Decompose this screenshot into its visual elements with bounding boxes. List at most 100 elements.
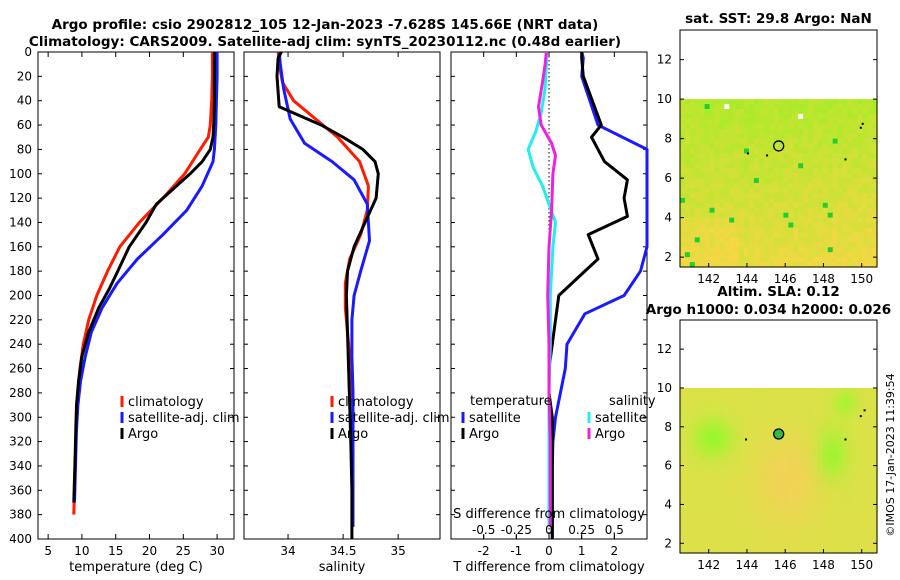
heatmap-cell [817, 128, 824, 135]
heatmap-cell [763, 242, 770, 248]
heatmap-cell [699, 217, 706, 224]
heatmap-cell [817, 143, 824, 150]
heatmap-cell [773, 514, 780, 520]
heatmap-cell [773, 446, 780, 452]
heatmap-cell [704, 197, 711, 204]
heatmap-cell [724, 407, 730, 413]
heatmap-cell [783, 538, 789, 544]
heatmap-cell [832, 460, 839, 467]
heatmap-cell [812, 455, 819, 462]
heatmap-cell [857, 480, 863, 486]
heatmap-cell [852, 407, 858, 413]
heatmap-cell [783, 523, 789, 530]
heatmap-cell [857, 252, 863, 258]
heatmap-cell [744, 523, 750, 530]
heatmap-cell [778, 168, 785, 174]
heatmap-cell [842, 232, 849, 238]
heatmap-cell [803, 118, 809, 125]
heatmap-cell [744, 232, 750, 238]
heatmap-cell [748, 237, 755, 243]
heatmap-cell [699, 207, 706, 214]
heatmap-cell [862, 402, 868, 408]
heatmap-cell [847, 222, 853, 229]
heatmap-cell [744, 109, 750, 115]
heatmap-cell [714, 441, 720, 447]
heatmap-cell [719, 402, 725, 408]
heatmap-cell [837, 197, 844, 204]
heatmap-cell [788, 262, 794, 268]
heatmap-cell [714, 387, 720, 394]
heatmap-cell [832, 247, 839, 253]
heatmap-cell [748, 183, 755, 189]
heatmap-cell [773, 242, 780, 248]
heatmap-cell [798, 178, 804, 184]
heatmap-cell [778, 227, 785, 234]
heatmap-cell [724, 392, 730, 399]
heatmap-cell [837, 222, 844, 229]
heatmap-cell [867, 197, 873, 204]
heatmap-cell [724, 431, 730, 438]
heatmap-cell [714, 446, 720, 452]
heatmap-cell [734, 499, 740, 506]
heatmap-cell [714, 426, 720, 433]
heatmap-cell [872, 202, 878, 209]
heatmap-cell [768, 509, 775, 515]
heatmap-cell [827, 533, 834, 540]
heatmap-cell [739, 158, 745, 164]
heatmap-cell [847, 252, 853, 258]
heatmap-cell [768, 499, 775, 506]
heatmap-cell [783, 242, 789, 248]
heatmap-cell [832, 257, 839, 263]
heatmap-cell [704, 446, 711, 452]
heatmap-cell [719, 148, 725, 155]
heatmap-cell [773, 485, 780, 491]
heatmap-cell [793, 202, 799, 209]
heatmap-cell [768, 163, 775, 169]
heatmap-cell [719, 528, 725, 535]
heatmap-cell [773, 99, 780, 105]
heatmap-cell [803, 242, 809, 248]
heatmap-cell [714, 538, 720, 544]
heatmap-cell [812, 504, 819, 510]
heatmap-cell [847, 504, 853, 510]
heatmap-cell [857, 548, 863, 554]
heatmap-cell [837, 446, 844, 452]
heatmap-cell [827, 548, 834, 554]
heatmap-cell [753, 153, 760, 159]
heatmap-cell [773, 202, 780, 209]
heatmap-cell [788, 475, 794, 481]
heatmap-cell [798, 465, 804, 472]
heatmap-cell [788, 237, 794, 243]
heatmap-cell [699, 133, 706, 140]
heatmap-cell [758, 455, 765, 462]
heatmap-cell [694, 528, 701, 535]
heatmap-cell [684, 148, 691, 155]
heatmap-cell [798, 188, 804, 194]
heatmap-cell [758, 202, 765, 209]
heatmap-cell [734, 118, 740, 125]
heatmap-cell [694, 446, 701, 452]
heatmap-cell [724, 153, 730, 159]
heatmap-cell [748, 252, 755, 258]
heatmap-cell [793, 192, 799, 199]
heatmap-cell [778, 407, 785, 413]
y-tick-label: 160 [9, 240, 32, 254]
heatmap-cell [719, 173, 725, 179]
heatmap-cell [719, 227, 725, 234]
heatmap-cell [714, 123, 720, 130]
heatmap-cell [852, 242, 858, 248]
y-tick-label: 80 [17, 142, 32, 156]
heatmap-cell [684, 222, 691, 229]
heatmap-cell [862, 514, 868, 520]
heatmap-cell [783, 217, 789, 224]
heatmap-cell [793, 138, 799, 145]
heatmap-cell [847, 109, 853, 115]
heatmap-cell [803, 128, 809, 135]
heatmap-cell [832, 446, 839, 452]
heatmap-cell [694, 123, 701, 130]
heatmap-cell [709, 242, 716, 248]
heatmap-cell [862, 183, 868, 189]
heatmap-cell [729, 217, 735, 224]
heatmap-cell [729, 207, 735, 214]
heatmap-cell [699, 99, 706, 105]
